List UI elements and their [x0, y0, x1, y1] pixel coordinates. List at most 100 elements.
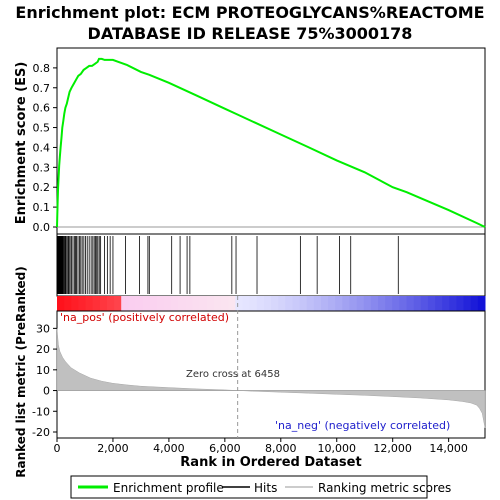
x-tick-label: 14,000: [429, 442, 468, 455]
hits-panel: [56, 233, 486, 311]
es-y-tick-label: 0.1: [33, 201, 51, 214]
rank-band-segment: [313, 296, 322, 311]
rank-band-segment: [128, 296, 136, 311]
rank-band-segment: [413, 296, 422, 311]
rank-band-segment: [342, 296, 350, 311]
rank-band-segment: [99, 296, 108, 311]
rank-band-segment: [427, 296, 436, 311]
metric-y-ticks: -20 -10 0 10 20 30: [32, 322, 57, 439]
es-y-tick-label: 0.5: [33, 122, 51, 135]
rank-band-segment: [185, 296, 194, 311]
rank-band-segment: [199, 296, 208, 311]
rank-band-segment: [470, 296, 479, 311]
es-series-line: [56, 57, 486, 228]
metric-y-tick-label: 30: [36, 322, 50, 335]
rank-band-segment: [142, 296, 151, 311]
rank-band-segment: [263, 296, 272, 311]
x-tick-label: 6,000: [209, 442, 241, 455]
es-panel: 0.0 0.1 0.2 0.3 0.4 0.5 0.6 0.7 0.8 Enrichment s…: [14, 47, 486, 235]
rank-band-segment: [306, 296, 315, 311]
rank-band-segment: [385, 296, 393, 311]
rank-band-segment: [178, 296, 186, 311]
rank-band-segment: [135, 296, 144, 311]
x-tick-label: 0: [54, 442, 61, 455]
rank-band-segment: [114, 296, 122, 311]
rank-band-segment: [235, 296, 243, 311]
es-y-tick-label: 0.8: [33, 62, 51, 75]
chart-title-line1: Enrichment plot: ECM PROTEOGLYCANS%REACT…: [15, 3, 484, 22]
legend-hits-label: Hits: [254, 481, 277, 495]
rank-band-segment: [57, 296, 65, 311]
rank-band-segment: [463, 296, 472, 311]
rank-band-segment: [328, 296, 336, 311]
rank-band-segment: [271, 296, 279, 311]
x-tick-label: 4,000: [153, 442, 185, 455]
rank-band-segment: [449, 296, 457, 311]
rank-band-segment: [292, 296, 301, 311]
rank-band-segment: [164, 296, 172, 311]
rank-band-segment: [78, 296, 87, 311]
rank-band-segment: [399, 296, 408, 311]
chart-title-line2: DATABASE ID RELEASE 75%3000178: [88, 24, 413, 43]
metric-y-axis-label: Ranked list metric (PreRanked): [14, 266, 28, 478]
rank-band-segment: [370, 296, 379, 311]
metric-y-tick-label: 20: [36, 343, 50, 356]
es-y-ticks: 0.0 0.1 0.2 0.3 0.4 0.5 0.6 0.7 0.8: [33, 62, 57, 234]
x-tick-label: 10,000: [317, 442, 356, 455]
pos-correlated-label: 'na_pos' (positively correlated): [60, 311, 229, 324]
rank-band-segment: [228, 296, 236, 311]
es-y-tick-label: 0.3: [33, 161, 51, 174]
hit-lines: [56, 236, 399, 294]
es-y-tick-label: 0.4: [33, 141, 51, 154]
legend-enrichment-label: Enrichment profile: [113, 481, 224, 495]
x-tick-label: 2,000: [97, 442, 129, 455]
neg-correlated-label: 'na_neg' (negatively correlated): [275, 419, 450, 432]
rank-band-segment: [92, 296, 101, 311]
metric-y-tick-label: 0: [43, 385, 50, 398]
metric-y-tick-label: -10: [32, 405, 50, 418]
rank-band-segment: [192, 296, 201, 311]
rank-band-segment: [64, 296, 72, 311]
zero-cross-label: Zero cross at 6458: [186, 369, 280, 380]
rank-band-segment: [335, 296, 343, 311]
rank-color-band: [57, 296, 486, 311]
rank-band-segment: [221, 296, 229, 311]
rank-band-segment: [156, 296, 165, 311]
es-y-tick-label: 0.6: [33, 102, 51, 115]
metric-panel-frame: [56, 310, 486, 439]
rank-band-segment: [356, 296, 365, 311]
x-tick-label: 12,000: [373, 442, 412, 455]
rank-band-segment: [363, 296, 372, 311]
rank-band-segment: [299, 296, 308, 311]
es-y-tick-label: 0.2: [33, 181, 51, 194]
rank-band-segment: [256, 296, 265, 311]
rank-band-segment: [71, 296, 79, 311]
rank-band-segment: [320, 296, 329, 311]
metric-x-ticks: 0 2,000 4,000 6,000 8,000 10,000 12,000 14,000: [54, 438, 468, 455]
rank-band-segment: [149, 296, 158, 311]
metric-y-tick-label: 10: [36, 364, 50, 377]
rank-band-segment: [285, 296, 293, 311]
hits-panel-frame: [56, 233, 486, 297]
rank-band-segment: [249, 296, 258, 311]
rank-band-segment: [420, 296, 429, 311]
rank-band-segment: [442, 296, 450, 311]
rank-band-segment: [242, 296, 251, 311]
rank-band-segment: [121, 296, 129, 311]
rank-band-segment: [477, 296, 486, 311]
x-axis-label: Rank in Ordered Dataset: [180, 455, 361, 470]
rank-band-segment: [349, 296, 358, 311]
rank-band-segment: [392, 296, 400, 311]
metric-y-tick-label: -20: [32, 426, 50, 439]
es-panel-frame: [56, 47, 486, 235]
legend: Enrichment profile Hits Ranking metric s…: [70, 475, 451, 499]
rank-band-segment: [456, 296, 465, 311]
rank-band-segment: [213, 296, 222, 311]
x-tick-label: 8,000: [265, 442, 297, 455]
metric-panel: Zero cross at 6458 'na_pos' (positively …: [14, 266, 486, 478]
es-y-axis-label: Enrichment score (ES): [14, 62, 29, 225]
rank-band-segment: [85, 296, 94, 311]
rank-band-segment: [106, 296, 115, 311]
rank-band-segment: [278, 296, 286, 311]
rank-band-segment: [171, 296, 179, 311]
